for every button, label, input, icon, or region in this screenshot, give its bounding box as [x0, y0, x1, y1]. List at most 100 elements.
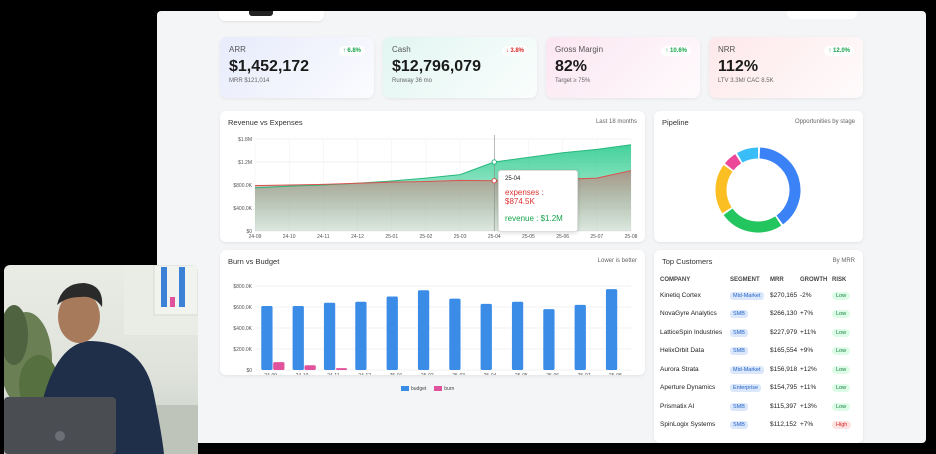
table-row[interactable]: Kinetiq Cortex Mid-Market $270,165 -2% Low — [660, 286, 856, 305]
burn-budget-chart[interactable]: $0 $200.0K $400.0K $600.0K $800.0K 24-09 24-10… — [220, 250, 645, 375]
kpi-change-badge: ↑ 6.8% — [338, 46, 365, 56]
table-row[interactable]: Aurora Strata Mid-Market $156,918 +12% Low — [660, 360, 856, 379]
x-tick-label: 25-08 — [609, 373, 622, 375]
kpi-change-badge: ↑ 10.6% — [661, 46, 691, 56]
company-cell: Aurora Strata — [660, 365, 699, 373]
risk-badge: Low — [832, 365, 851, 374]
burn-bar — [304, 365, 316, 370]
segment-cell: SMB — [730, 397, 770, 416]
kpi-card-arr: ARR $1,452,172 MRR $121,014 ↑ 6.8% — [220, 37, 374, 98]
company-cell: LatticeSpin Industries — [660, 328, 723, 336]
x-tick-label: 25-01 — [390, 373, 403, 375]
kpi-value: 112% — [718, 58, 759, 75]
y-tick-label: $0 — [246, 229, 252, 235]
y-tick-label: $600.0K — [233, 305, 252, 311]
pipeline-slice — [759, 147, 801, 225]
risk-cell: Low — [832, 379, 856, 398]
segment-badge: SMB — [730, 347, 748, 356]
kpi-label: ARR — [229, 45, 246, 54]
x-tick-label: 25-03 — [454, 234, 467, 240]
y-tick-label: $800.0K — [233, 183, 252, 189]
table-row[interactable]: SpinLogix Systems SMB $112,152 +7% High — [660, 416, 856, 435]
revenue-line — [254, 144, 632, 189]
date-range-label[interactable]: Last 18 months — [595, 119, 637, 125]
company-cell: NovaGyre Analytics — [660, 310, 717, 318]
legend-swatch — [434, 386, 443, 392]
chart-tooltip: 25-04 expenses : $874.5K revenue : $1.2M — [498, 170, 578, 232]
x-tick-label: 25-01 — [385, 234, 398, 240]
tooltip-expenses: expenses : $874.5K — [505, 188, 544, 206]
tooltip-revenue: revenue : $1.2M — [505, 214, 563, 223]
budget-bar — [292, 305, 304, 370]
budget-bar — [605, 289, 618, 370]
pipeline-donut-chart[interactable] — [654, 111, 863, 242]
segment-badge: Mid-Market — [730, 365, 764, 374]
column-header[interactable]: COMPANY — [660, 277, 691, 283]
company-cell: Prismatix AI — [660, 402, 695, 410]
column-header[interactable]: RISK — [832, 277, 847, 283]
legend-item-budget[interactable]: budget — [401, 386, 426, 392]
y-tick-label: $1.2M — [238, 160, 252, 166]
budget-bar — [480, 303, 492, 370]
risk-badge: Low — [832, 291, 851, 300]
segment-cell: SMB — [730, 305, 770, 324]
kpi-value: $1,452,172 — [229, 58, 310, 75]
burn-bar — [273, 362, 285, 370]
revenue-expenses-chart[interactable]: $0 $400.0K $800.0K $1.2M $1.8M 24-09 24-10 24-1… — [220, 111, 645, 242]
kpi-value: $12,796,079 — [392, 58, 481, 75]
burn-legend: budget burn — [401, 386, 454, 392]
risk-cell: Low — [832, 360, 856, 379]
card-title: Revenue vs Expenses — [228, 118, 303, 127]
risk-cell: Low — [832, 323, 856, 342]
budget-bar — [511, 301, 524, 370]
x-tick-label: 25-03 — [452, 373, 465, 375]
x-tick-label: 24-09 — [249, 234, 262, 240]
segment-cell: SMB — [730, 416, 770, 435]
card-title: Pipeline — [662, 118, 689, 127]
company-cell: SpinLogix Systems — [660, 421, 716, 429]
segment-cell: SMB — [730, 342, 770, 361]
budget-bar — [449, 298, 461, 370]
legend-label: burn — [444, 386, 455, 392]
budget-bar — [543, 309, 555, 370]
x-tick-label: 25-02 — [420, 234, 433, 240]
mrr-cell: $266,130 — [770, 310, 798, 318]
column-header[interactable]: GROWTH — [800, 277, 828, 283]
column-header[interactable]: MRR — [770, 277, 784, 283]
table-row[interactable]: Aperture Dynamics Enterprise $154,795 +11% L… — [660, 379, 856, 398]
table-row[interactable]: Prismatix AI SMB $115,397 +13% Low — [660, 397, 856, 416]
x-tick-label: 25-07 — [590, 234, 603, 240]
burn-vs-budget-card: Burn vs Budget Lower is better $0 $200.0K… — [220, 250, 645, 375]
column-header[interactable]: SEGMENT — [730, 277, 760, 283]
revenue-vs-expenses-card: Revenue vs Expenses Last 18 months $0 $40… — [220, 111, 645, 242]
mrr-cell: $154,795 — [770, 384, 798, 392]
kpi-label: Gross Margin — [555, 45, 604, 54]
risk-badge: Low — [832, 328, 851, 337]
mrr-cell: $270,165 — [770, 291, 798, 299]
growth-cell: +11% — [800, 328, 817, 336]
x-tick-label: 24-09 — [264, 373, 277, 375]
table-row[interactable]: HelixOrbit Data SMB $165,554 +9% Low — [660, 342, 856, 361]
toolbar-control[interactable] — [249, 11, 273, 16]
x-tick-label: 24-10 — [296, 373, 309, 375]
top-customers-card: Top Customers By MRR COMPANY SEGMENT MRR… — [654, 250, 863, 443]
table-row[interactable]: NovaGyre Analytics SMB $266,130 +7% Low — [660, 305, 856, 324]
segment-badge: SMB — [730, 402, 748, 411]
company-cell: Kinetiq Cortex — [660, 291, 701, 299]
x-tick-label: 25-02 — [421, 373, 434, 375]
top-toolbar-fragment — [219, 11, 324, 21]
x-tick-label: 25-06 — [556, 234, 569, 240]
y-tick-label: $200.0K — [233, 347, 252, 353]
kpi-change-badge: ↓ 3.8% — [501, 46, 528, 56]
risk-badge: Low — [832, 347, 851, 356]
budget-bar — [386, 296, 398, 370]
legend-item-burn[interactable]: burn — [434, 386, 454, 392]
y-tick-label: $1.8M — [238, 137, 252, 143]
segment-badge: Mid-Market — [730, 291, 764, 300]
pipeline-card: Pipeline Opportunities by stage — [654, 111, 863, 242]
table-row[interactable]: LatticeSpin Industries SMB $227,979 +11% Low — [660, 323, 856, 342]
risk-cell: Low — [832, 305, 856, 324]
segment-badge: SMB — [730, 310, 748, 319]
card-title: Burn vs Budget — [228, 257, 280, 266]
